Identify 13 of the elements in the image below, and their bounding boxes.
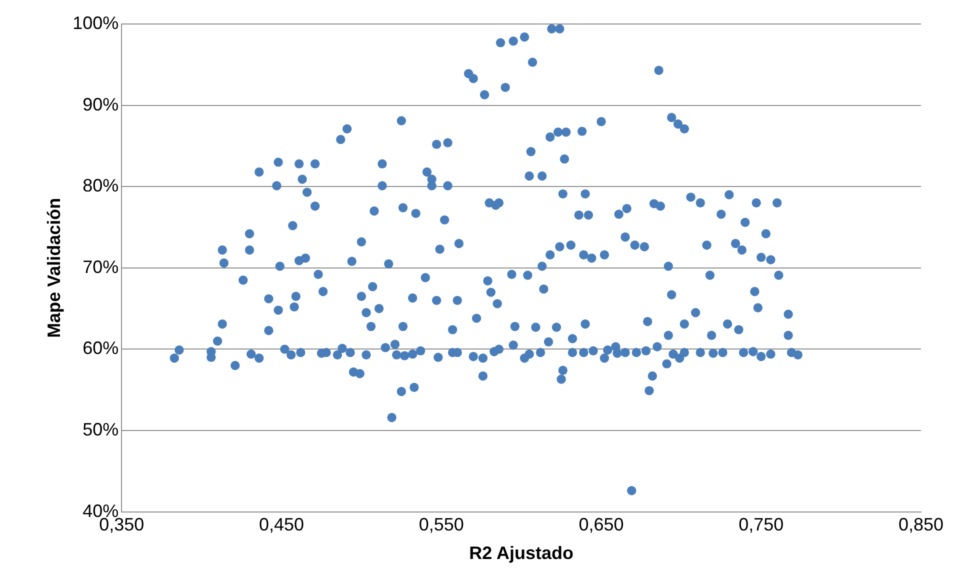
x-tick-label: 0,750 bbox=[738, 514, 784, 535]
x-tick-label: 0,450 bbox=[258, 514, 304, 535]
x-tick-label: 0,650 bbox=[578, 514, 624, 535]
y-tick-label: 70% bbox=[82, 256, 119, 277]
y-tick-label: 80% bbox=[82, 176, 119, 196]
x-tick-label: 0,850 bbox=[898, 514, 944, 535]
x-tick-label: 0,550 bbox=[418, 514, 464, 535]
y-tick-label: 90% bbox=[82, 94, 119, 114]
y-axis-title: Mape Validación bbox=[44, 198, 64, 338]
y-tick-label: 60% bbox=[82, 338, 119, 358]
x-axis-title: R2 Ajustado bbox=[469, 543, 574, 564]
y-tick-label: 50% bbox=[82, 419, 119, 440]
y-tick-label: 100% bbox=[72, 12, 119, 33]
